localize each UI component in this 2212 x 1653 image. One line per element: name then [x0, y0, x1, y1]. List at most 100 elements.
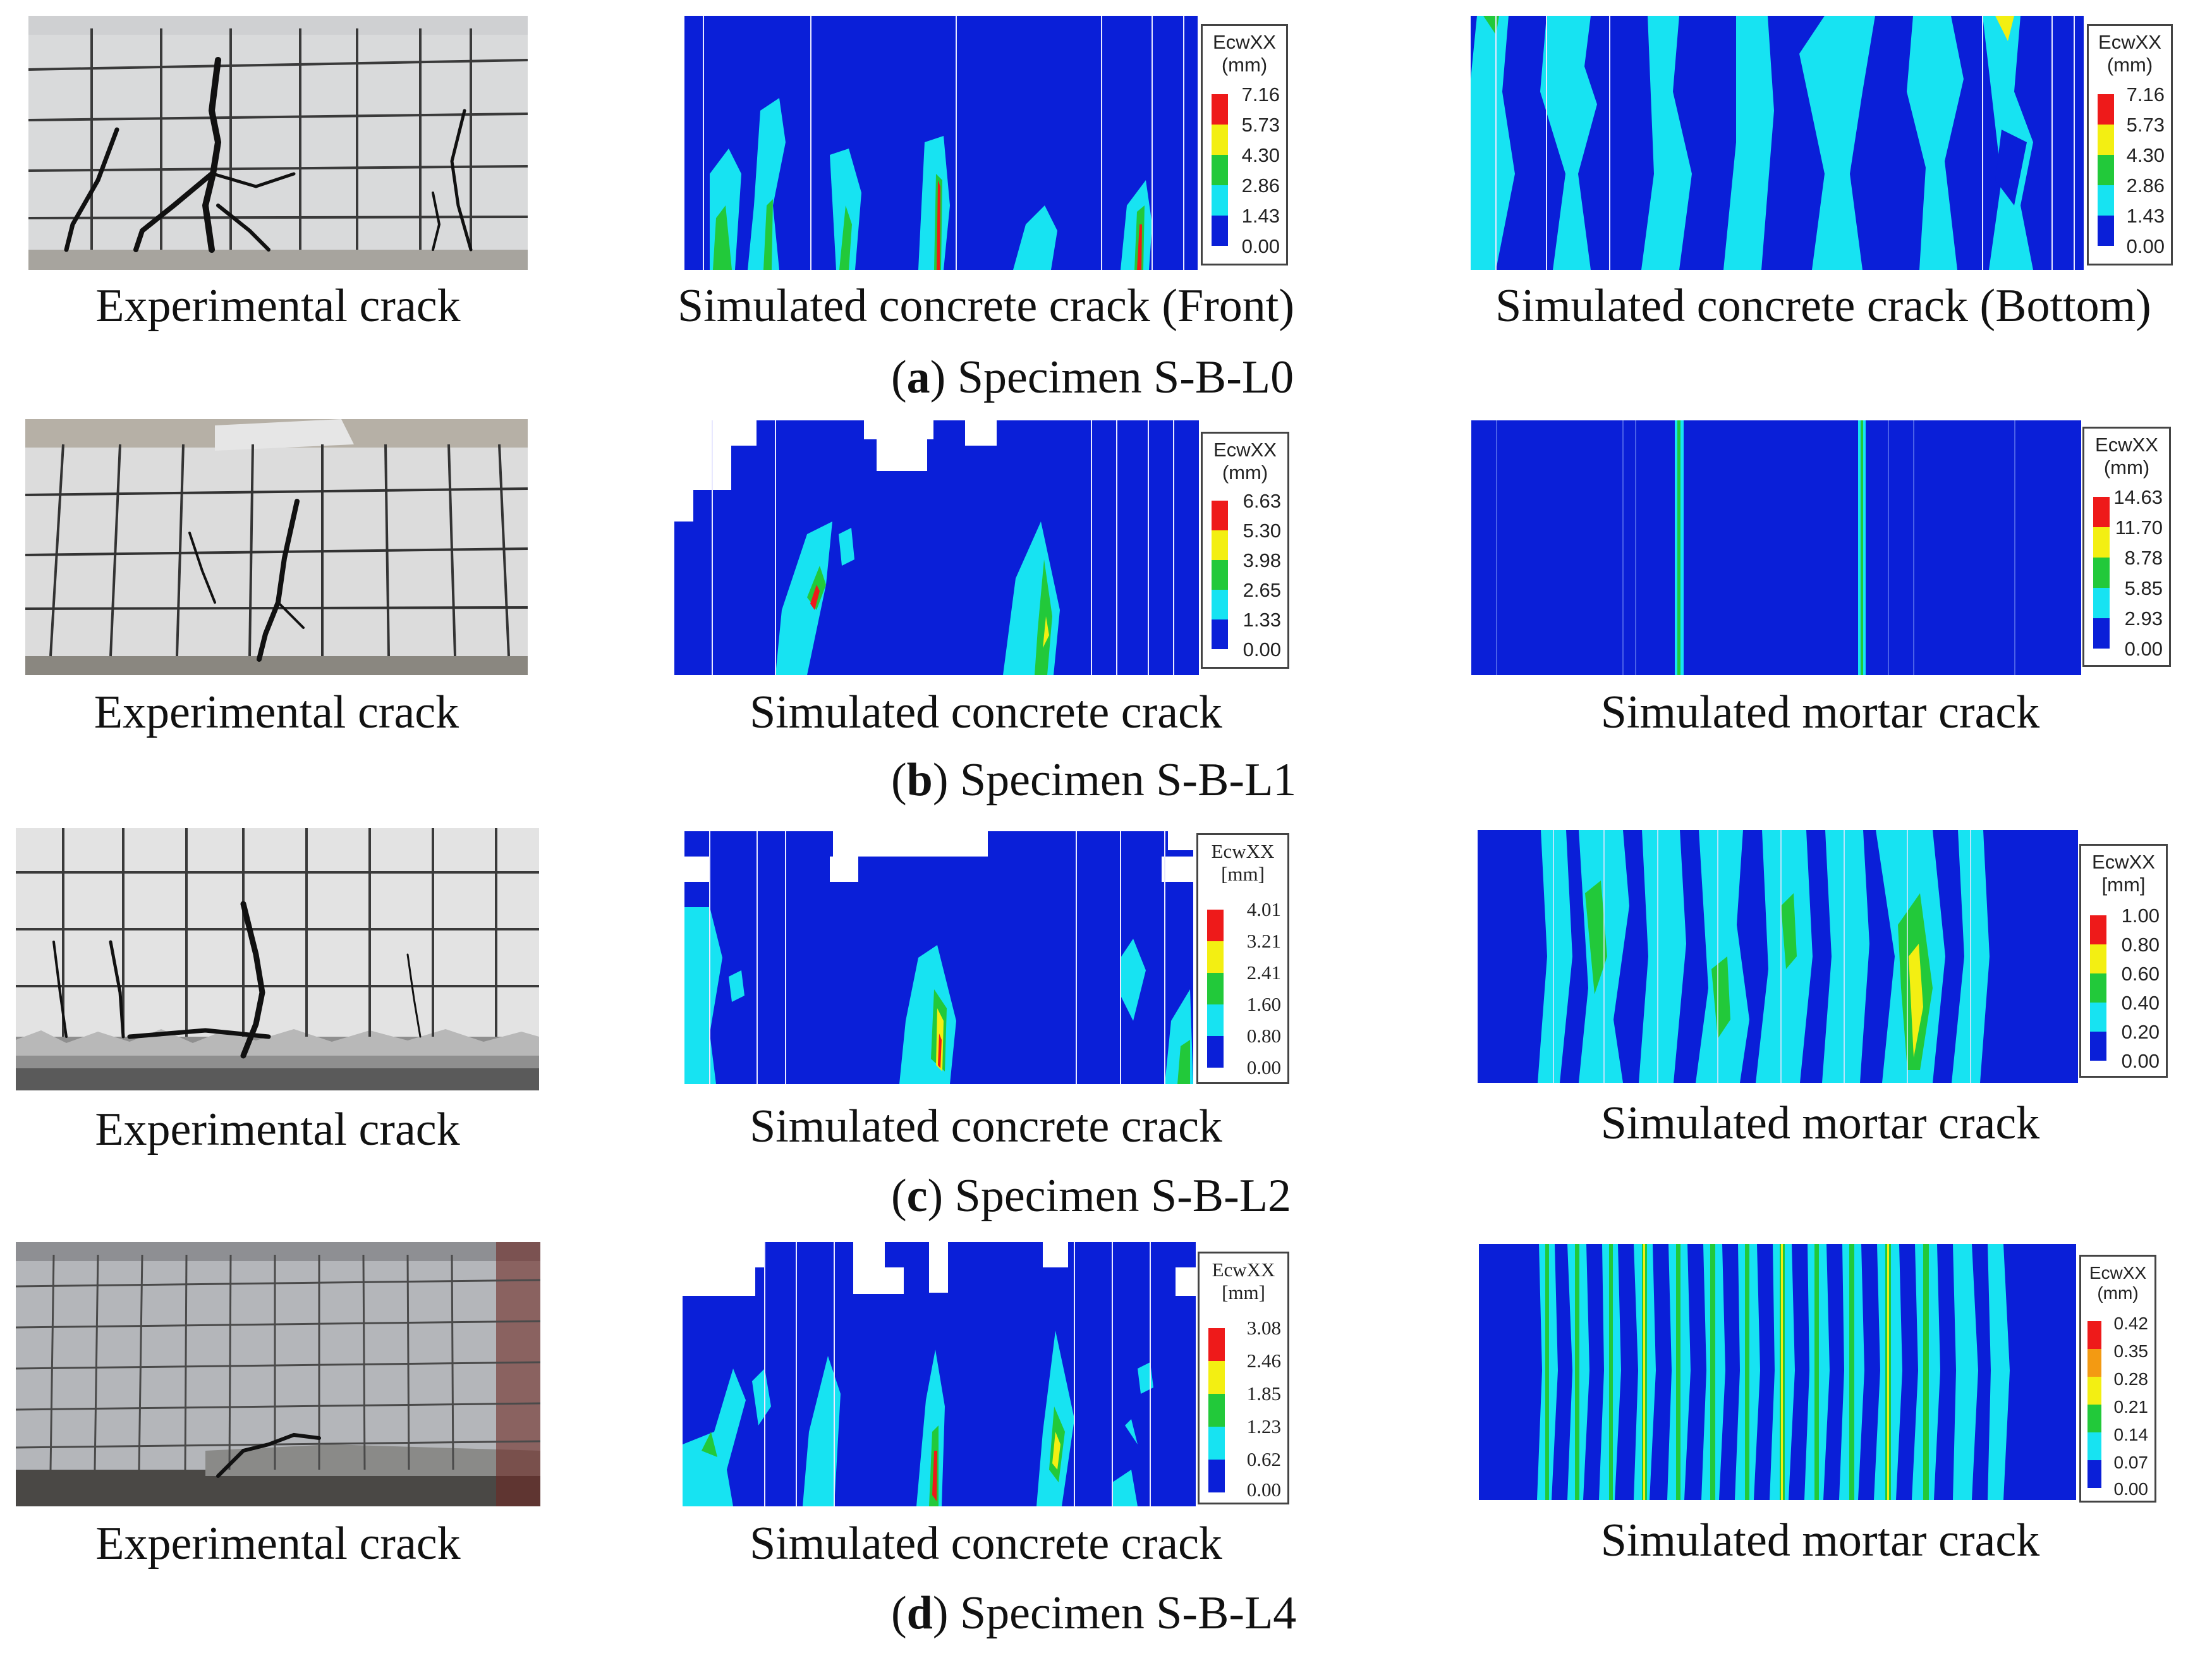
- legend-tick: 0.35: [2113, 1341, 2149, 1361]
- legend-swatch: [1212, 125, 1228, 155]
- legend-swatch: [2087, 1405, 2101, 1432]
- legend-swatch: [2087, 1432, 2101, 1460]
- concrete-crack-contour-front-a: [684, 16, 1198, 270]
- legend-title: EcwXX: [1211, 840, 1275, 862]
- legend-title: EcwXX: [1213, 439, 1277, 461]
- legend-swatch: [1212, 560, 1228, 590]
- legend-title: EcwXX: [2092, 851, 2155, 873]
- legend-tick: 0.60: [2121, 963, 2160, 985]
- legend-tick: 0.00: [2121, 1050, 2160, 1072]
- legend-swatch: [2093, 588, 2110, 618]
- legend-tick: 0.80: [1246, 1025, 1281, 1047]
- legend-tick: 3.21: [1246, 930, 1281, 952]
- legend-swatch: [1207, 1004, 1224, 1036]
- legend-tick: 1.33: [1243, 609, 1281, 631]
- legend-title: EcwXX: [2098, 31, 2161, 53]
- subfigure-title: Specimen S-B-L4: [959, 1587, 1297, 1639]
- subfigure-letter: b: [906, 754, 933, 806]
- legend-swatch: [2087, 1377, 2101, 1405]
- legend-tick: 7.16: [2126, 83, 2165, 106]
- legend-swatch: [2090, 1003, 2106, 1032]
- legend-swatch: [2087, 1321, 2101, 1349]
- legend-tick: 2.93: [2124, 607, 2163, 630]
- legend-swatch: [1208, 1460, 1225, 1492]
- legend-swatch: [1207, 941, 1224, 973]
- legend-unit: (mm): [2106, 54, 2153, 76]
- legend-tick: 2.86: [2126, 174, 2165, 197]
- legend-tick: 2.65: [1243, 579, 1281, 601]
- experimental-crack-photo-d: [16, 1242, 540, 1506]
- legend-tick: 7.16: [1241, 83, 1280, 106]
- legend-tick: 11.70: [2115, 516, 2163, 539]
- legend-swatch: [2098, 185, 2114, 216]
- legend-swatch: [1212, 94, 1228, 125]
- legend-tick: 3.98: [1243, 549, 1281, 571]
- legend-tick: 1.60: [1246, 993, 1281, 1015]
- subfigure-letter: a: [906, 351, 930, 403]
- color-legend-mortar-d: EcwXX (mm) 0.42 0.35 0.28 0.21 0.14 0.07…: [2079, 1255, 2156, 1503]
- legend-tick: 14.63: [2113, 486, 2163, 508]
- legend-title: EcwXX: [2095, 434, 2158, 456]
- legend-unit: [mm]: [1222, 1281, 1265, 1303]
- legend-swatch: [2087, 1349, 2101, 1377]
- legend-swatch: [1208, 1394, 1225, 1427]
- subfigure-title: Specimen S-B-L2: [954, 1170, 1291, 1222]
- color-legend-front-a: EcwXX (mm) 7.16 5.73 4.30 2.86 1.43 0.00: [1201, 24, 1288, 265]
- legend-title: EcwXX: [1212, 1259, 1275, 1281]
- legend-swatch: [1208, 1328, 1225, 1361]
- legend-tick: 2.46: [1246, 1350, 1281, 1372]
- legend-tick: 0.00: [1243, 638, 1281, 661]
- legend-tick: 0.80: [2121, 934, 2160, 956]
- subfigure-letter: c: [906, 1170, 928, 1222]
- experimental-crack-photo-c: [16, 828, 539, 1090]
- legend-swatch: [2090, 944, 2106, 973]
- legend-swatch: [2090, 915, 2106, 944]
- color-legend-front-c: EcwXX [mm] 4.01 3.21 2.41 1.60 0.80 0.00: [1196, 833, 1289, 1084]
- legend-tick: 1.43: [1241, 205, 1280, 227]
- experimental-crack-caption: Experimental crack: [95, 280, 461, 332]
- color-legend-front-b: EcwXX (mm) 6.63 5.30 3.98 2.65 1.33 0.00: [1201, 432, 1289, 669]
- legend-tick: 5.85: [2124, 577, 2163, 599]
- legend-tick: 0.28: [2113, 1369, 2149, 1389]
- legend-tick: 0.00: [1246, 1479, 1281, 1501]
- legend-swatch: [2093, 558, 2110, 588]
- legend-swatch: [1212, 155, 1228, 185]
- legend-unit: (mm): [1222, 461, 1268, 484]
- legend-tick: 4.30: [1241, 144, 1280, 166]
- legend-tick: 0.42: [2113, 1314, 2149, 1333]
- color-legend-bottom-a: EcwXX (mm) 7.16 5.73 4.30 2.86 1.43 0.00: [2087, 24, 2173, 265]
- legend-unit: (mm): [2103, 456, 2150, 479]
- concrete-crack-caption: Simulated concrete crack: [750, 1101, 1222, 1152]
- legend-swatch: [1212, 590, 1228, 619]
- legend-swatch: [1212, 501, 1228, 530]
- legend-swatch: [1212, 619, 1228, 649]
- experimental-crack-caption: Experimental crack: [95, 1518, 461, 1570]
- legend-tick: 5.73: [1241, 114, 1280, 136]
- legend-tick: 0.14: [2113, 1425, 2149, 1444]
- legend-swatch: [2093, 618, 2110, 649]
- color-legend-mortar-c: EcwXX [mm] 1.00 0.80 0.60 0.40 0.20 0.00: [2079, 844, 2168, 1078]
- legend-tick: 5.30: [1243, 520, 1281, 542]
- legend-swatch: [2090, 973, 2106, 1003]
- legend-tick: 0.21: [2113, 1397, 2149, 1417]
- subfigure-label-d: (d) Specimen S-B-L4: [891, 1587, 1297, 1639]
- experimental-crack-caption: Experimental crack: [94, 686, 459, 738]
- subfigure-letter: d: [906, 1587, 933, 1639]
- mortar-crack-caption: Simulated mortar crack: [1600, 1515, 2040, 1566]
- legend-swatch: [2090, 1032, 2106, 1061]
- legend-tick: 2.86: [1241, 174, 1280, 197]
- legend-title: EcwXX: [2089, 1263, 2147, 1283]
- legend-swatch: [1207, 973, 1224, 1004]
- concrete-crack-contour-d: [683, 1242, 1196, 1506]
- color-legend-mortar-b: EcwXX (mm) 14.63 11.70 8.78 5.85 2.93 0.…: [2082, 427, 2171, 667]
- legend-swatch: [1212, 185, 1228, 216]
- bottom-crack-caption: Simulated concrete crack (Bottom): [1495, 280, 2151, 332]
- legend-swatch: [1208, 1361, 1225, 1394]
- experimental-crack-photo-a: [28, 16, 528, 270]
- subfigure-title: Specimen S-B-L0: [957, 351, 1294, 403]
- legend-tick: 0.00: [2126, 235, 2165, 257]
- legend-tick: 0.62: [1246, 1448, 1281, 1470]
- legend-tick: 6.63: [1243, 490, 1281, 512]
- legend-unit: (mm): [2097, 1283, 2139, 1303]
- mortar-crack-contour-c: [1478, 830, 2078, 1083]
